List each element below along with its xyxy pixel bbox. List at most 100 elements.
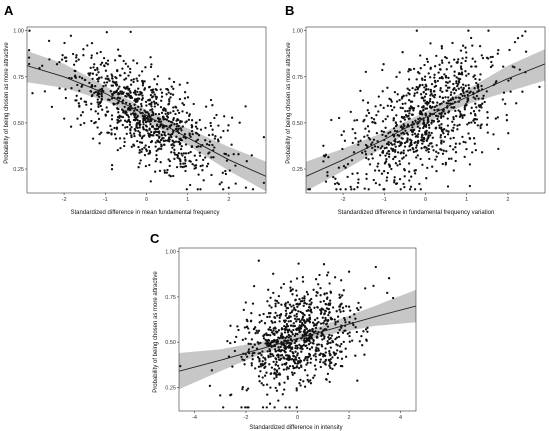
data-point — [445, 56, 448, 60]
data-point — [461, 135, 464, 139]
data-point — [292, 304, 295, 307]
data-point — [323, 312, 326, 315]
data-point — [244, 186, 248, 189]
data-point — [254, 367, 257, 370]
data-point — [360, 334, 363, 338]
data-point — [283, 357, 286, 360]
data-point — [217, 140, 220, 143]
data-point — [384, 154, 387, 157]
data-point — [319, 365, 322, 369]
data-point — [386, 115, 389, 118]
data-point — [412, 107, 416, 110]
data-point — [414, 140, 417, 144]
data-point — [58, 87, 61, 90]
data-point — [385, 146, 388, 149]
data-point — [429, 94, 432, 97]
data-point — [351, 339, 354, 342]
data-point — [163, 169, 166, 172]
data-point — [292, 325, 295, 328]
data-point — [423, 146, 426, 149]
data-point — [429, 76, 432, 79]
data-point — [464, 59, 467, 63]
data-point — [250, 364, 253, 367]
data-point — [138, 131, 142, 134]
data-point — [253, 343, 256, 346]
data-point — [413, 128, 416, 132]
data-point — [336, 320, 340, 323]
data-point — [144, 100, 148, 104]
data-point — [272, 360, 275, 364]
data-point — [273, 372, 276, 375]
data-point — [330, 361, 333, 364]
data-point — [458, 110, 462, 113]
data-point — [130, 79, 133, 82]
data-point — [148, 128, 151, 131]
data-point — [486, 116, 489, 119]
data-point — [357, 140, 360, 143]
data-point — [192, 102, 195, 106]
data-point — [406, 109, 409, 113]
data-point — [257, 365, 261, 368]
data-point — [129, 83, 133, 86]
data-point — [140, 70, 144, 73]
data-point — [286, 301, 290, 304]
data-point — [402, 182, 405, 186]
data-point — [288, 406, 291, 409]
data-point — [280, 286, 283, 289]
data-point — [454, 142, 458, 145]
data-point — [482, 94, 485, 97]
data-point — [222, 129, 225, 133]
data-point — [285, 322, 289, 326]
data-point — [138, 162, 141, 165]
data-point — [241, 387, 244, 391]
data-point — [224, 172, 228, 176]
data-point — [285, 368, 288, 371]
data-point — [116, 97, 119, 100]
data-point — [312, 342, 315, 345]
data-point — [286, 377, 290, 380]
data-point — [154, 112, 157, 116]
data-point — [106, 59, 110, 62]
data-point — [437, 115, 440, 118]
data-point — [427, 120, 430, 123]
data-point — [427, 150, 430, 154]
data-point — [366, 109, 369, 112]
data-point — [264, 365, 267, 368]
data-point — [264, 338, 267, 342]
data-point — [467, 29, 470, 32]
data-point — [303, 369, 307, 372]
data-point — [152, 100, 156, 103]
data-point — [395, 75, 398, 79]
data-point — [284, 314, 287, 317]
data-point — [420, 147, 423, 150]
data-point — [480, 106, 483, 109]
data-point — [103, 64, 106, 68]
data-point — [479, 126, 482, 130]
data-point — [250, 338, 254, 341]
data-point — [441, 96, 445, 100]
data-point — [234, 182, 237, 185]
data-point — [262, 383, 265, 387]
data-point — [299, 327, 303, 330]
data-point — [270, 306, 273, 309]
data-point — [277, 294, 281, 298]
data-point — [140, 150, 143, 153]
data-point — [429, 97, 432, 101]
data-point — [314, 368, 317, 371]
data-point — [262, 135, 266, 139]
data-point — [115, 126, 119, 129]
data-point — [226, 129, 229, 132]
data-point — [306, 318, 309, 322]
data-point — [339, 364, 343, 368]
data-point — [221, 171, 224, 174]
data-point — [421, 134, 424, 137]
data-point — [433, 108, 436, 112]
data-point — [265, 406, 268, 409]
data-point — [293, 341, 296, 345]
data-point — [355, 330, 358, 334]
data-point — [501, 98, 504, 101]
x-axis-title: Standardized difference in intensity — [249, 425, 342, 431]
data-point — [134, 129, 137, 132]
data-point — [441, 90, 444, 94]
data-point — [435, 169, 438, 173]
